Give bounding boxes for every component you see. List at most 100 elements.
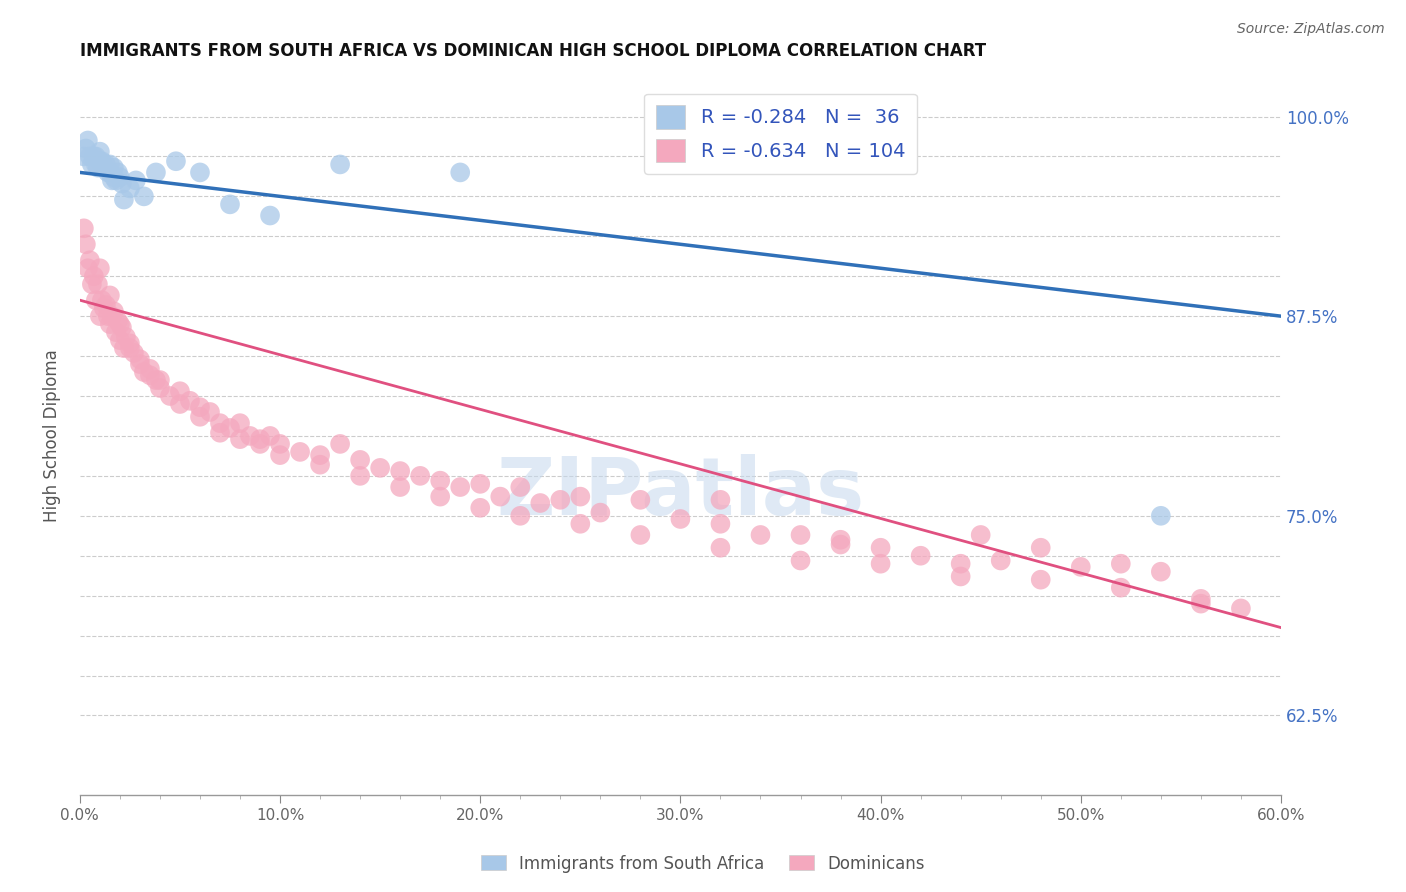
Point bbox=[103, 170, 125, 185]
Point bbox=[269, 448, 291, 462]
Point bbox=[709, 541, 731, 555]
Point bbox=[87, 161, 110, 175]
Point bbox=[118, 341, 141, 355]
Point bbox=[83, 269, 105, 284]
Point bbox=[98, 288, 121, 302]
Point bbox=[84, 293, 107, 308]
Point bbox=[122, 346, 145, 360]
Point bbox=[107, 165, 129, 179]
Point bbox=[94, 298, 117, 312]
Point bbox=[569, 516, 592, 531]
Point bbox=[249, 432, 271, 446]
Point bbox=[309, 458, 332, 472]
Point bbox=[89, 261, 111, 276]
Point bbox=[349, 468, 371, 483]
Point bbox=[108, 317, 131, 331]
Point bbox=[179, 393, 201, 408]
Legend: Immigrants from South Africa, Dominicans: Immigrants from South Africa, Dominicans bbox=[474, 848, 932, 880]
Point bbox=[1109, 557, 1132, 571]
Point bbox=[149, 373, 172, 387]
Point bbox=[329, 157, 352, 171]
Point bbox=[628, 528, 651, 542]
Point bbox=[98, 317, 121, 331]
Point bbox=[89, 154, 111, 169]
Point bbox=[75, 237, 97, 252]
Point bbox=[129, 352, 152, 367]
Point bbox=[709, 516, 731, 531]
Point bbox=[125, 173, 148, 187]
Point bbox=[449, 480, 471, 494]
Point bbox=[1189, 597, 1212, 611]
Point bbox=[749, 528, 772, 542]
Point bbox=[509, 508, 531, 523]
Point bbox=[259, 209, 281, 223]
Point bbox=[1109, 581, 1132, 595]
Point bbox=[108, 333, 131, 347]
Point bbox=[84, 149, 107, 163]
Point bbox=[509, 480, 531, 494]
Point bbox=[239, 429, 262, 443]
Point bbox=[90, 154, 112, 169]
Point bbox=[79, 149, 101, 163]
Point bbox=[75, 141, 97, 155]
Point bbox=[80, 157, 103, 171]
Point bbox=[104, 173, 127, 187]
Point bbox=[93, 161, 115, 175]
Point bbox=[198, 405, 221, 419]
Point bbox=[949, 557, 972, 571]
Point bbox=[329, 437, 352, 451]
Point bbox=[869, 557, 891, 571]
Point bbox=[229, 432, 252, 446]
Point bbox=[208, 425, 231, 440]
Text: IMMIGRANTS FROM SOUTH AFRICA VS DOMINICAN HIGH SCHOOL DIPLOMA CORRELATION CHART: IMMIGRANTS FROM SOUTH AFRICA VS DOMINICA… bbox=[80, 42, 986, 60]
Point bbox=[112, 193, 135, 207]
Point bbox=[188, 165, 211, 179]
Point bbox=[970, 528, 993, 542]
Point bbox=[108, 170, 131, 185]
Point bbox=[77, 261, 100, 276]
Point bbox=[1029, 541, 1052, 555]
Point bbox=[1070, 560, 1092, 574]
Point bbox=[389, 464, 412, 478]
Point bbox=[188, 400, 211, 414]
Point bbox=[132, 365, 155, 379]
Point bbox=[101, 309, 124, 323]
Point bbox=[145, 373, 167, 387]
Point bbox=[1150, 508, 1173, 523]
Point bbox=[259, 429, 281, 443]
Point bbox=[132, 189, 155, 203]
Point bbox=[669, 512, 692, 526]
Point bbox=[628, 492, 651, 507]
Point bbox=[229, 416, 252, 430]
Point bbox=[470, 500, 492, 515]
Point bbox=[112, 341, 135, 355]
Point bbox=[789, 528, 811, 542]
Point bbox=[910, 549, 932, 563]
Point bbox=[89, 309, 111, 323]
Point bbox=[111, 177, 134, 191]
Point bbox=[118, 336, 141, 351]
Point bbox=[139, 368, 162, 383]
Point bbox=[208, 416, 231, 430]
Point bbox=[169, 397, 191, 411]
Legend: R = -0.284   N =  36, R = -0.634   N = 104: R = -0.284 N = 36, R = -0.634 N = 104 bbox=[644, 94, 917, 174]
Point bbox=[249, 437, 271, 451]
Text: Source: ZipAtlas.com: Source: ZipAtlas.com bbox=[1237, 22, 1385, 37]
Point bbox=[269, 437, 291, 451]
Point bbox=[589, 506, 612, 520]
Point bbox=[98, 157, 121, 171]
Point bbox=[1150, 565, 1173, 579]
Point bbox=[869, 541, 891, 555]
Point bbox=[139, 362, 162, 376]
Point bbox=[93, 301, 115, 315]
Point bbox=[219, 421, 242, 435]
Point bbox=[349, 453, 371, 467]
Point bbox=[389, 480, 412, 494]
Text: ZIPatlas: ZIPatlas bbox=[496, 454, 865, 533]
Point bbox=[73, 149, 96, 163]
Point bbox=[1230, 601, 1253, 615]
Point bbox=[118, 181, 141, 195]
Point bbox=[449, 165, 471, 179]
Point bbox=[87, 277, 110, 292]
Point bbox=[79, 253, 101, 268]
